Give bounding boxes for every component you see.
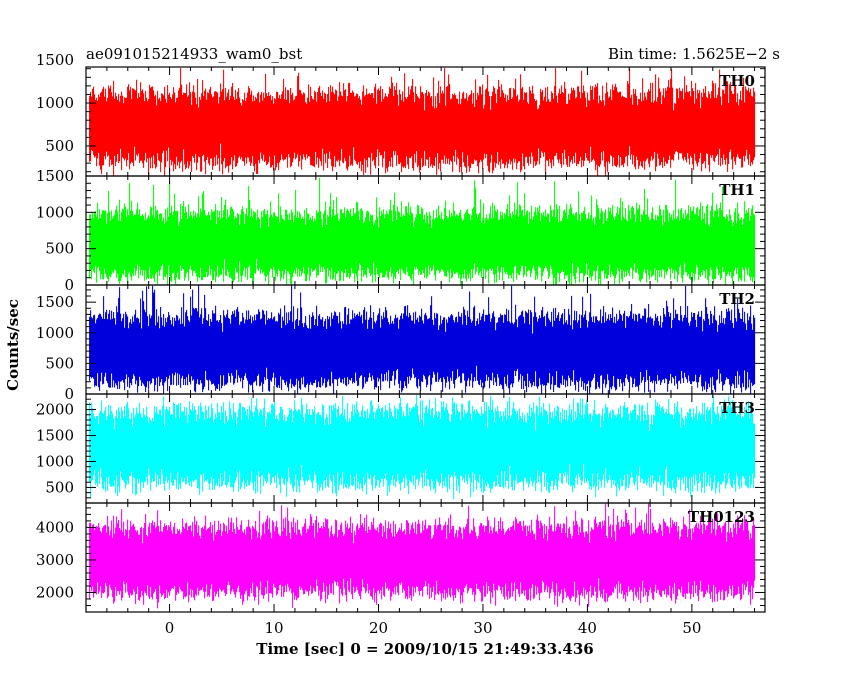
y-tick-label: 1000 <box>36 94 74 112</box>
y-tick-label: 4000 <box>36 518 74 536</box>
y-tick-label: 500 <box>45 240 74 258</box>
y-tick-label: 2000 <box>36 583 74 601</box>
y-tick-label: 1000 <box>36 324 74 342</box>
y-tick-label: 0 <box>64 276 74 294</box>
series-th0-line <box>89 68 756 176</box>
y-tick-label: 500 <box>45 354 74 372</box>
panel-th2: 0 500 1000 1500 TH2 <box>36 284 766 403</box>
panel-th2-label: TH2 <box>719 290 755 308</box>
series-th3-line <box>89 394 756 500</box>
y-tick-label: 0 <box>64 385 74 403</box>
y-tick-label: 2000 <box>36 401 74 419</box>
series-th1-line <box>89 177 756 285</box>
x-axis: 0 10 20 30 40 50 <box>165 619 702 637</box>
panel-th0123-label: TH0123 <box>688 508 755 526</box>
x-tick-label: 30 <box>473 619 492 637</box>
x-tick-label: 50 <box>682 619 701 637</box>
x-tick-label: 40 <box>578 619 597 637</box>
series-th0123-line <box>89 503 756 609</box>
x-tick-label: 20 <box>369 619 388 637</box>
panel-th1: 0 500 1000 1500 TH1 <box>36 167 766 294</box>
panel-th1-label: TH1 <box>719 181 755 199</box>
y-axis-label: Counts/sec <box>4 299 22 391</box>
x-tick-label: 10 <box>264 619 283 637</box>
y-tick-label: 1500 <box>36 51 74 69</box>
panel-th0123: 2000 3000 4000 TH0123 <box>36 502 766 613</box>
panel-th0: 500 1000 1500 TH0 <box>36 51 766 177</box>
y-tick-label: 500 <box>45 478 74 496</box>
panel-stack: 500 1000 1500 TH0 0 500 1000 1500 TH1 0 500 1000 150… <box>36 51 766 613</box>
y-tick-label: 1000 <box>36 203 74 221</box>
y-tick-label: 500 <box>45 137 74 155</box>
panel-th0-label: TH0 <box>719 72 755 90</box>
plot-title: ae091015214933_wam0_bst <box>86 45 302 63</box>
y-tick-label: 1500 <box>36 167 74 185</box>
y-tick-label: 3000 <box>36 551 74 569</box>
panel-th0123-frame <box>85 502 766 613</box>
x-axis-label: Time [sec] 0 = 2009/10/15 21:49:33.436 <box>256 640 593 658</box>
panel-th3-label: TH3 <box>719 399 755 417</box>
y-tick-label: 1000 <box>36 452 74 470</box>
x-tick-label: 0 <box>165 619 175 637</box>
series-th2-line <box>89 285 756 394</box>
y-tick-label: 1500 <box>36 293 74 311</box>
panel-th3: 500 1000 1500 2000 TH3 <box>36 393 766 504</box>
y-tick-label: 1500 <box>36 427 74 445</box>
bin-time-label: Bin time: 1.5625E−2 s <box>608 45 780 63</box>
